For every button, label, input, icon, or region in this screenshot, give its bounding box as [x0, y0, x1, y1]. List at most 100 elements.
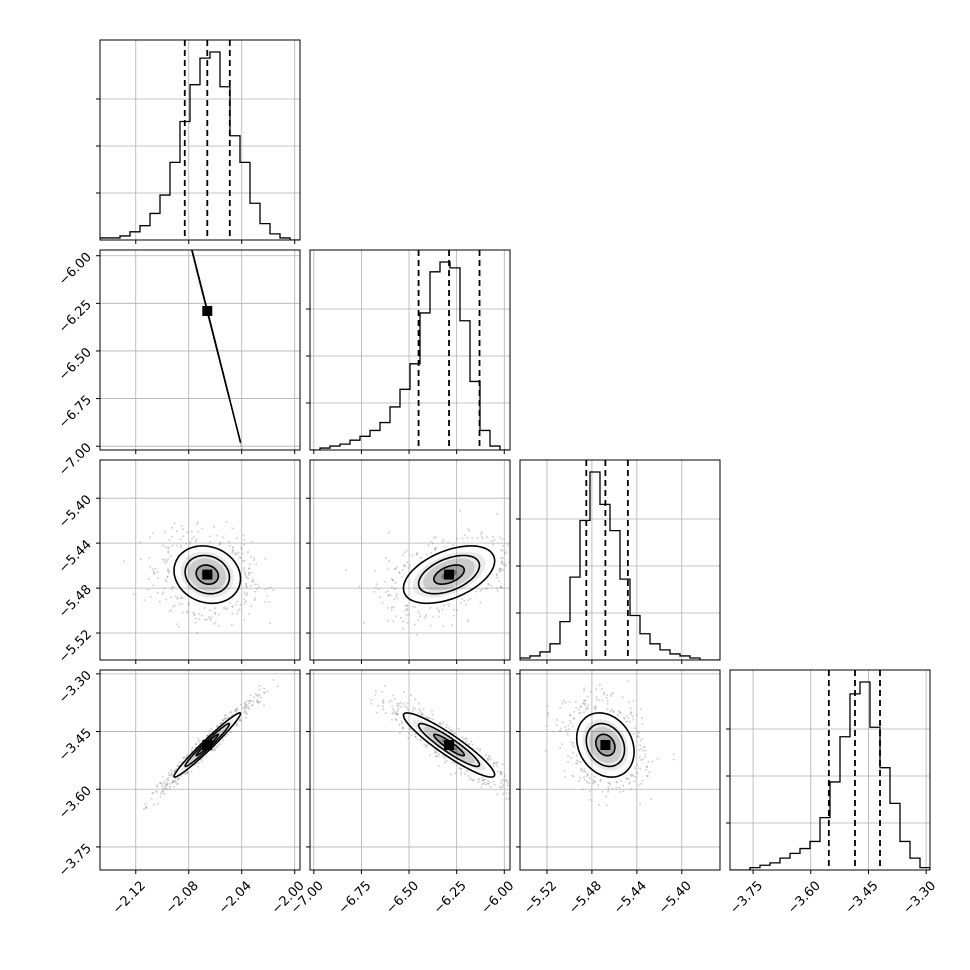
sample-point: [253, 559, 256, 561]
sample-point: [178, 777, 180, 780]
sample-point: [232, 550, 235, 553]
sample-point: [177, 764, 180, 767]
sample-point: [189, 541, 192, 544]
sample-point: [224, 714, 227, 717]
sample-point: [496, 765, 499, 768]
sample-point: [644, 753, 646, 756]
sample-point: [379, 596, 382, 599]
sample-point: [250, 580, 253, 583]
sample-point: [193, 613, 196, 616]
sample-point: [166, 570, 169, 572]
sample-point: [156, 571, 159, 574]
sample-point: [186, 610, 189, 613]
sample-point: [244, 593, 247, 596]
sample-point: [398, 702, 401, 705]
sample-point: [229, 711, 232, 714]
sample-point: [166, 788, 169, 791]
sample-point: [210, 749, 213, 752]
sample-point: [632, 774, 635, 777]
sample-point: [391, 579, 394, 582]
sample-point: [239, 603, 242, 606]
sample-point: [452, 732, 455, 735]
sample-point: [641, 738, 644, 741]
sample-point: [263, 691, 265, 694]
sample-point: [546, 705, 549, 708]
sample-point: [167, 771, 170, 774]
sample-point: [387, 568, 390, 571]
sample-point: [384, 557, 387, 560]
sample-point: [435, 751, 438, 754]
sample-point: [471, 537, 474, 540]
sample-point: [180, 524, 183, 527]
sample-point: [249, 699, 252, 702]
sample-point: [503, 552, 506, 555]
sample-point: [425, 716, 428, 719]
sample-point: [161, 782, 164, 785]
sample-point: [629, 707, 632, 710]
sample-point: [217, 613, 220, 616]
sample-point: [224, 717, 227, 720]
sample-point: [401, 554, 404, 557]
sample-point: [234, 551, 237, 554]
sample-point: [631, 773, 634, 776]
sample-point: [253, 599, 256, 602]
sample-point: [249, 694, 252, 697]
sample-point: [171, 780, 174, 783]
sample-point: [234, 709, 237, 712]
sample-point: [144, 803, 147, 806]
sample-point: [615, 780, 618, 783]
sample-point: [132, 593, 135, 596]
sample-point: [173, 604, 176, 607]
sample-point: [183, 756, 186, 759]
sample-point: [231, 605, 234, 608]
sample-point: [491, 535, 494, 538]
sample-point: [165, 783, 168, 786]
sample-point: [164, 562, 167, 565]
sample-point: [169, 596, 172, 599]
sample-point: [572, 745, 575, 748]
panel-content-2-3: [520, 670, 720, 870]
sample-point: [632, 732, 635, 735]
sample-point: [632, 715, 635, 718]
sample-point: [630, 775, 633, 777]
sample-point: [505, 551, 508, 554]
sample-point: [585, 699, 588, 702]
contour-0-2-0: [195, 564, 220, 585]
sample-point: [579, 761, 582, 764]
sample-point: [402, 691, 405, 693]
sample-point: [418, 708, 421, 711]
sample-point: [607, 788, 610, 791]
sample-point: [447, 541, 450, 544]
sample-point: [264, 557, 267, 560]
sample-point: [182, 756, 185, 759]
sample-point: [556, 719, 558, 721]
sample-point: [230, 731, 233, 734]
sample-point: [168, 782, 171, 785]
sample-point: [464, 737, 467, 740]
sample-point: [231, 612, 234, 615]
sample-point: [167, 550, 170, 553]
contour-1-3-2: [402, 712, 496, 778]
sample-point: [248, 567, 251, 570]
sample-point: [197, 765, 200, 768]
sample-point: [641, 717, 644, 720]
sample-point: [455, 609, 458, 612]
sample-point: [231, 713, 233, 716]
panel-frame-0-3: [99, 669, 301, 871]
sample-point: [394, 568, 397, 571]
sample-point: [268, 600, 271, 603]
sample-point: [578, 779, 580, 782]
sample-point: [387, 606, 389, 609]
sample-point: [403, 563, 406, 566]
panel-content-0-3: [100, 670, 300, 870]
sample-point: [465, 738, 468, 740]
sample-point: [398, 571, 401, 574]
sample-point: [159, 795, 162, 798]
sample-point: [571, 744, 574, 747]
sample-point: [450, 773, 453, 776]
sample-point: [423, 744, 426, 746]
sample-point: [628, 701, 631, 704]
sample-point: [559, 747, 562, 749]
sample-point: [480, 589, 483, 591]
sample-point: [156, 790, 158, 793]
